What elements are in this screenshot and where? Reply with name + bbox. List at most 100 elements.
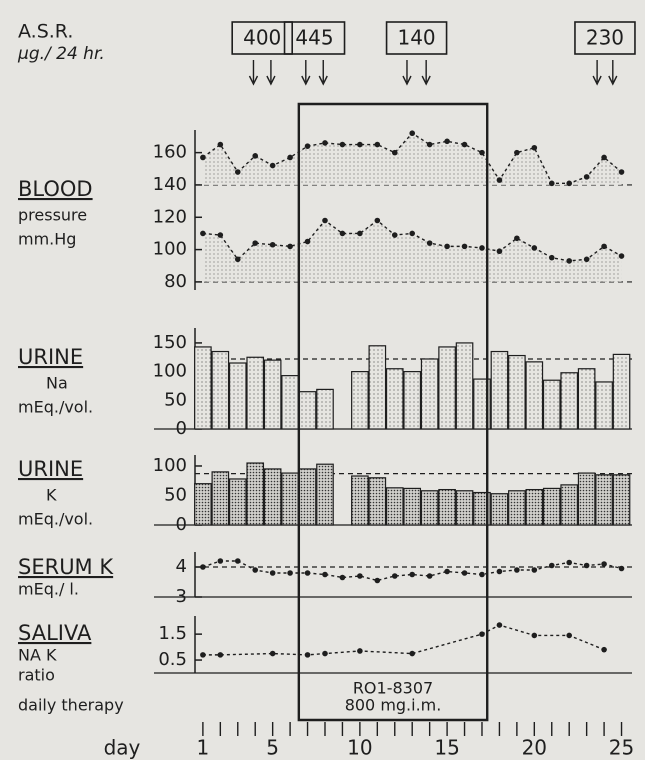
data-point: [514, 235, 520, 242]
data-point: [252, 567, 259, 573]
arrow-head: [248, 75, 259, 86]
y-tick-label: 100: [153, 361, 187, 382]
bar: [403, 371, 422, 430]
data-point: [409, 230, 416, 237]
data-point: [409, 130, 416, 137]
data-point: [269, 570, 276, 576]
data-point: [531, 632, 538, 639]
data-point: [339, 230, 346, 237]
data-point: [374, 141, 381, 148]
therapy-text: RO1-8307: [353, 679, 433, 698]
panel-label: mEq./vol.: [18, 510, 93, 529]
bar: [368, 477, 387, 526]
data-point: [601, 561, 607, 567]
bar: [490, 493, 509, 526]
data-point: [479, 631, 485, 637]
bar: [211, 471, 230, 526]
bar: [263, 468, 282, 526]
asr-unit: μg./ 24 hr.: [17, 44, 105, 64]
data-point: [461, 243, 468, 250]
panel-label: URINE: [18, 345, 83, 369]
bar: [281, 375, 299, 430]
data-point: [479, 571, 485, 578]
bar: [298, 391, 317, 430]
data-point: [618, 169, 625, 175]
y-tick-label: 50: [164, 389, 187, 410]
data-point: [531, 144, 538, 151]
data-point: [304, 652, 311, 658]
data-point: [548, 562, 555, 569]
data-point: [374, 217, 381, 224]
bar: [246, 462, 265, 526]
bar: [542, 379, 561, 430]
bar: [194, 346, 212, 430]
data-point: [217, 232, 224, 238]
data-point: [426, 240, 433, 246]
panel-label: pressure: [18, 206, 87, 225]
data-point: [444, 138, 450, 145]
data-point: [566, 559, 573, 566]
dose-box: [283, 21, 346, 55]
data-point: [234, 256, 241, 263]
y-tick-label: 50: [164, 484, 187, 505]
therapy-text: 800 mg.i.m.: [345, 696, 442, 715]
arrow-head: [608, 75, 618, 86]
bar: [211, 350, 230, 430]
y-tick-label: 100: [153, 455, 187, 476]
bar: [542, 487, 561, 526]
bar: [577, 472, 596, 526]
data-point: [322, 571, 328, 578]
dose-label: 230: [586, 26, 624, 50]
data-point: [479, 245, 485, 251]
data-point: [496, 248, 503, 255]
panel-label: K: [46, 486, 57, 505]
bar: [316, 388, 334, 430]
data-point: [304, 570, 311, 576]
bar: [228, 478, 247, 526]
data-point: [409, 650, 416, 657]
bar: [438, 346, 456, 430]
panel-label: mEq./ l.: [18, 580, 79, 599]
x-tick-label: 10: [347, 736, 372, 760]
data-point: [548, 180, 555, 187]
y-tick-label: 4: [176, 556, 187, 577]
data-point: [374, 577, 381, 584]
data-point: [531, 567, 538, 573]
bar: [298, 468, 317, 526]
asr-title: A.S.R.: [18, 21, 73, 43]
data-point: [322, 140, 328, 146]
panel-label: URINE: [18, 457, 83, 481]
data-point: [217, 141, 224, 148]
data-point: [269, 241, 276, 248]
data-point: [391, 573, 398, 579]
bar: [577, 368, 596, 430]
data-point: [339, 141, 346, 148]
x-tick-label: 25: [609, 736, 634, 760]
data-point: [409, 571, 416, 578]
bar: [438, 488, 456, 526]
data-point: [444, 568, 450, 575]
bar: [351, 475, 369, 526]
y-tick-label: 100: [153, 239, 187, 260]
data-point: [601, 243, 607, 250]
x-tick-label: 5: [266, 736, 279, 760]
bar: [194, 483, 212, 526]
bar: [455, 490, 474, 526]
y-tick-label: 140: [153, 174, 187, 195]
bar: [455, 342, 474, 430]
bar: [595, 381, 613, 430]
data-point: [357, 573, 363, 579]
dose-box: [385, 21, 448, 55]
bar: [420, 490, 439, 526]
data-point: [461, 570, 468, 576]
panel-label: Na: [46, 374, 68, 393]
data-point: [601, 154, 607, 161]
data-point: [566, 180, 573, 187]
bar: [612, 353, 631, 430]
data-point: [287, 570, 293, 576]
data-point: [583, 256, 590, 263]
bar: [560, 484, 579, 526]
y-tick-label: 80: [164, 271, 187, 292]
bar: [281, 472, 299, 526]
